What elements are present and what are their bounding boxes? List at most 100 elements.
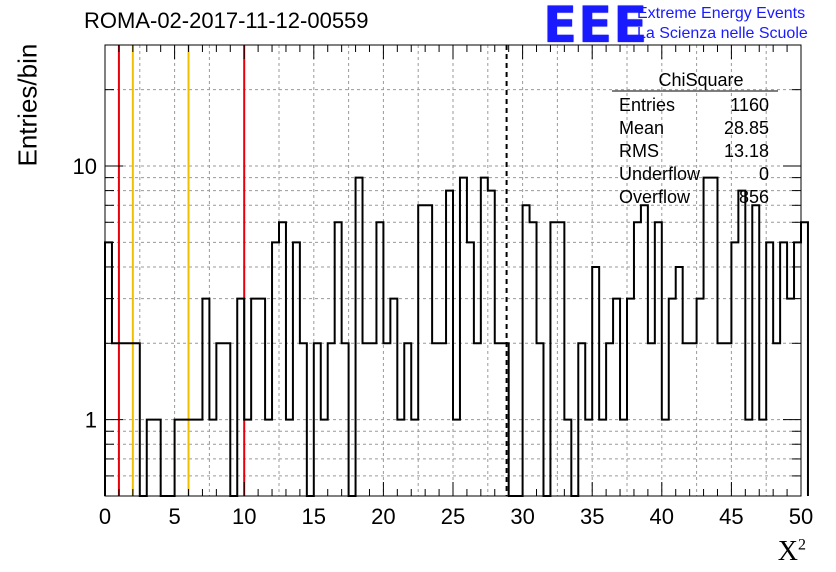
histogram-bin xyxy=(342,343,349,496)
histogram-bin xyxy=(683,343,690,496)
histogram-bin xyxy=(404,343,411,496)
logo-caption-line1: Extreme Energy Events xyxy=(637,5,806,22)
histogram-bin xyxy=(655,222,662,496)
histogram-bin xyxy=(704,178,711,496)
histogram-bin xyxy=(265,420,272,496)
histogram-bin xyxy=(481,178,488,496)
y-tick-label: 1 xyxy=(85,408,97,433)
histogram-bin xyxy=(460,178,467,496)
stats-row-value: 0 xyxy=(759,164,769,184)
histogram-bin xyxy=(286,420,293,496)
stats-row-label: Underflow xyxy=(619,164,701,184)
histogram-bin xyxy=(690,343,697,496)
histogram-bin xyxy=(363,343,370,496)
histogram-bin xyxy=(293,242,300,496)
x-tick-label: 35 xyxy=(580,504,604,529)
histogram-bin xyxy=(752,205,759,496)
histogram-bin xyxy=(383,343,390,496)
chart-title: ROMA-02-2017-11-12-00559 xyxy=(84,8,369,33)
stats-row-value: 856 xyxy=(739,187,769,207)
histogram-bin xyxy=(773,343,780,496)
stats-row-label: RMS xyxy=(619,141,659,161)
histogram-bin xyxy=(613,299,620,496)
histogram-bin xyxy=(321,420,328,496)
histogram-bin xyxy=(745,420,752,496)
histogram-bin xyxy=(272,242,279,496)
stats-row-label: Overflow xyxy=(619,187,691,207)
histogram-bin xyxy=(189,420,196,496)
histogram-bin xyxy=(564,420,571,496)
x-tick-label: 5 xyxy=(168,504,180,529)
stats-row-value: 1160 xyxy=(730,95,769,115)
histogram-outline xyxy=(104,176,809,497)
histogram-bin xyxy=(537,343,544,496)
histogram-bin xyxy=(634,222,641,496)
histogram-bin xyxy=(105,242,112,496)
histogram-bin xyxy=(620,420,627,496)
x-tick-label: 0 xyxy=(99,504,111,529)
x-tick-label: 10 xyxy=(232,504,256,529)
x-tick-label: 50 xyxy=(789,504,813,529)
histogram-bin xyxy=(133,343,140,496)
histogram-bin xyxy=(550,222,557,496)
histogram-bin xyxy=(300,343,307,496)
x-tick-label: 25 xyxy=(441,504,465,529)
histogram-bin xyxy=(216,343,223,496)
histogram-bin xyxy=(648,343,655,496)
histogram-bin xyxy=(182,420,189,496)
histogram-bin xyxy=(627,299,634,496)
stats-row-label: Mean xyxy=(619,118,664,138)
histogram-bin xyxy=(418,205,425,496)
histogram-bin xyxy=(356,178,363,496)
histogram-bin xyxy=(244,420,251,496)
histogram-bin xyxy=(126,343,133,496)
stats-row-value: 28.85 xyxy=(724,118,769,138)
histogram-bin xyxy=(202,299,209,496)
histogram-bin xyxy=(592,267,599,496)
stats-row-value: 13.18 xyxy=(724,141,769,161)
histogram-bin xyxy=(237,299,244,496)
histogram-bin xyxy=(557,222,564,496)
x-axis-label-base: X xyxy=(777,536,798,567)
histogram-bin xyxy=(195,420,202,496)
histogram-bin xyxy=(175,420,182,496)
histogram-bin xyxy=(669,299,676,496)
histogram-bin xyxy=(488,191,495,496)
x-tick-label: 30 xyxy=(510,504,534,529)
histogram-bin xyxy=(467,242,474,496)
x-tick-label: 20 xyxy=(371,504,395,529)
histogram-bin xyxy=(328,343,335,496)
histogram-bin xyxy=(147,420,154,496)
histogram-bin xyxy=(780,242,787,496)
histogram-bin xyxy=(376,222,383,496)
histogram-bin xyxy=(738,191,745,496)
histogram-bin xyxy=(794,242,801,496)
histogram-bin xyxy=(578,343,585,496)
histogram-bin xyxy=(251,299,258,496)
histogram-bin xyxy=(599,420,606,496)
histogram-bin xyxy=(335,222,342,496)
histogram-bin xyxy=(425,205,432,496)
x-axis-label: X2 xyxy=(778,536,806,568)
histogram-bin xyxy=(662,420,669,496)
logo-caption-line2: La Scienza nelle Scuole xyxy=(637,25,808,42)
histogram-bin xyxy=(697,299,704,496)
histogram-bin xyxy=(209,420,216,496)
histogram-bin xyxy=(154,420,161,496)
histogram-bin xyxy=(223,343,230,496)
histogram-bin xyxy=(432,343,439,496)
histogram-bin xyxy=(766,242,773,496)
histogram-bin xyxy=(724,343,731,496)
x-tick-label: 15 xyxy=(302,504,326,529)
stats-box-title: ChiSquare xyxy=(658,70,743,90)
histogram-bin xyxy=(369,343,376,496)
x-axis-label-superscript: 2 xyxy=(798,536,806,554)
y-tick-label: 10 xyxy=(73,154,97,179)
histogram-bin xyxy=(606,343,613,496)
histogram-bin xyxy=(390,299,397,496)
eee-logo: EEE xyxy=(543,0,649,54)
histogram-bin xyxy=(585,420,592,496)
histogram-bin xyxy=(711,178,718,496)
histogram-bin xyxy=(523,205,530,496)
histogram-bin xyxy=(530,222,537,496)
